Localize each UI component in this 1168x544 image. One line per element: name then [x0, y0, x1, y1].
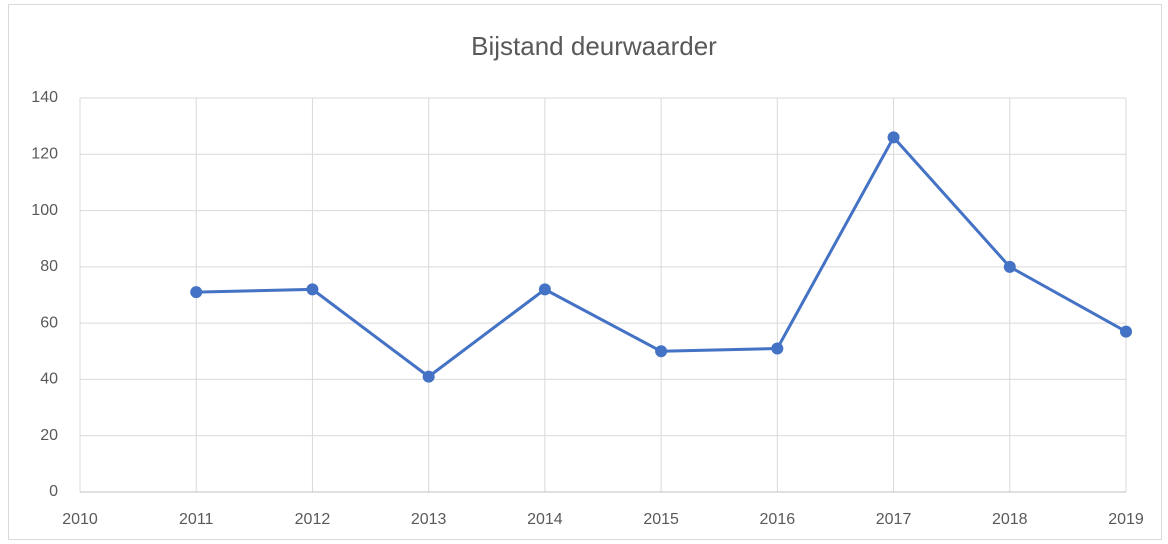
- y-tick-label: 60: [40, 314, 58, 331]
- data-point: [887, 131, 900, 144]
- x-tick-label: 2013: [411, 511, 447, 528]
- x-tick-label: 2014: [527, 511, 563, 528]
- y-tick-label: 20: [40, 427, 58, 444]
- x-tick-label: 2011: [179, 511, 214, 528]
- x-tick-label: 2010: [62, 511, 98, 528]
- data-point: [306, 283, 319, 296]
- x-tick-label: 2012: [295, 511, 331, 528]
- data-point: [538, 283, 551, 296]
- y-tick-label: 0: [49, 483, 58, 500]
- data-point: [1003, 260, 1016, 273]
- y-tick-label: 40: [40, 371, 58, 388]
- x-tick-label: 2017: [876, 511, 912, 528]
- y-tick-label: 100: [31, 202, 58, 219]
- data-point: [422, 370, 435, 383]
- chart-frame: [8, 4, 1162, 540]
- y-tick-label: 120: [31, 146, 58, 163]
- x-tick-label: 2019: [1108, 511, 1144, 528]
- data-point: [771, 342, 784, 355]
- y-tick-label: 80: [40, 258, 58, 275]
- y-tick-label: 140: [31, 89, 58, 106]
- data-point: [655, 345, 668, 358]
- data-point: [1120, 325, 1132, 338]
- x-tick-label: 2018: [992, 511, 1028, 528]
- x-tick-label: 2016: [760, 511, 796, 528]
- chart-title: Bijstand deurwaarder: [471, 31, 717, 61]
- data-point: [190, 286, 203, 299]
- x-tick-label: 2015: [643, 511, 679, 528]
